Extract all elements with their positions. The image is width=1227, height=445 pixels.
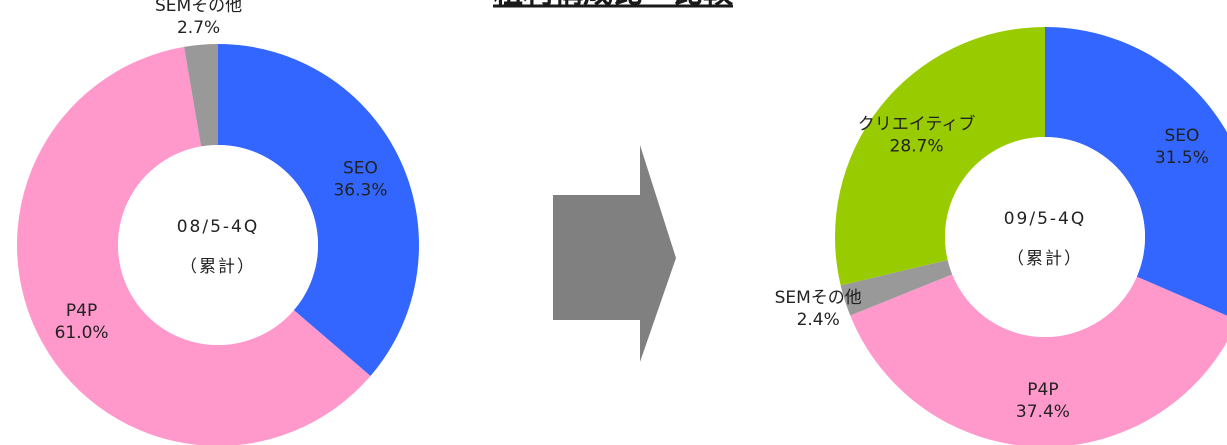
slice-label: P4P: [66, 301, 97, 321]
slice-label: クリエイティブ: [858, 113, 976, 134]
donut-slice: [218, 44, 419, 377]
slice-value: 61.0%: [55, 323, 109, 343]
donut-slice: [840, 260, 953, 316]
slice-value: 36.3%: [333, 181, 387, 201]
arrow: [553, 145, 676, 362]
slice-value: 2.7%: [177, 18, 220, 38]
donut-hole: [118, 145, 318, 345]
center-text: （累計）: [180, 257, 256, 277]
donut-slice: [184, 44, 218, 147]
slice-label: SEMその他: [775, 288, 862, 308]
chart-title: 粗利構成比 比較: [493, 0, 734, 11]
slice-value: 37.4%: [1016, 402, 1070, 422]
donut-slice: [17, 46, 371, 445]
center-text: 08/5-4Q: [177, 217, 260, 237]
slice-label: P4P: [1027, 380, 1058, 400]
slice-value: 28.7%: [890, 136, 944, 156]
donut-hole: [945, 137, 1145, 337]
donut-slice: [850, 274, 1227, 445]
donut-slice: [835, 27, 1045, 286]
slice-value: 2.4%: [797, 310, 840, 330]
slice-label: SEO: [1164, 126, 1199, 146]
slice-value: 31.5%: [1155, 148, 1209, 168]
center-text: 09/5-4Q: [1004, 209, 1087, 229]
slice-label: SEO: [343, 159, 378, 179]
donut-slice: [1045, 27, 1227, 316]
center-text: （累計）: [1007, 249, 1083, 269]
slice-label: SEMその他: [155, 0, 242, 16]
